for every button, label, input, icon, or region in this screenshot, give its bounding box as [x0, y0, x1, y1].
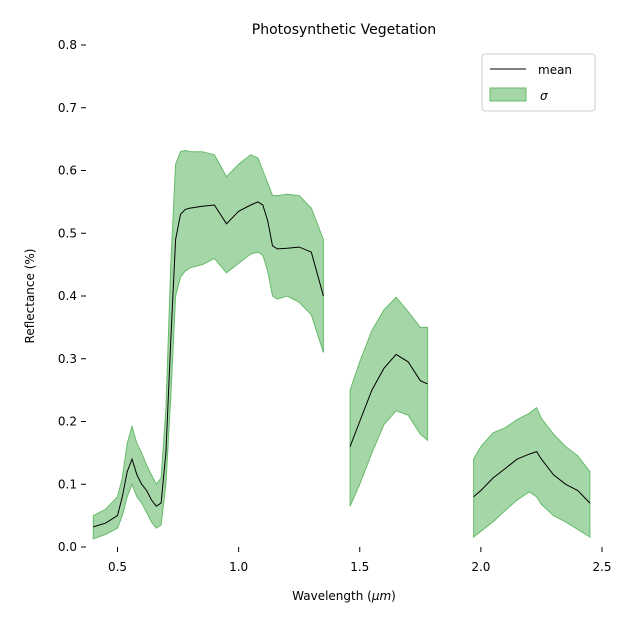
y-tick-label: 0.8 — [58, 38, 77, 52]
y-tick-label: 0.2 — [58, 415, 77, 429]
legend-mean-label: mean — [538, 63, 572, 77]
legend-sigma-swatch — [489, 87, 527, 102]
legend-sigma-label: σ — [540, 89, 548, 103]
sigma-bands — [92, 149, 591, 540]
mean-line-1 — [93, 201, 324, 528]
mean-lines — [93, 201, 591, 528]
y-tick-label: 0.5 — [58, 226, 77, 240]
x-axis-title: Wavelength (μm) — [292, 589, 396, 603]
x-tick-label: 2.5 — [592, 560, 611, 574]
x-tick-label: 0.5 — [108, 560, 127, 574]
sigma-band-1 — [92, 149, 324, 540]
x-tick-label: 1.5 — [350, 560, 369, 574]
y-tick-label: 0.6 — [58, 164, 77, 178]
chart-title: Photosynthetic Vegetation — [252, 22, 436, 38]
mean-line-2 — [349, 353, 428, 447]
y-tick-label: 0.4 — [58, 289, 77, 303]
legend: mean σ — [481, 53, 596, 112]
y-tick-label: 0.1 — [58, 477, 77, 491]
x-tick-label: 2.0 — [471, 560, 490, 574]
sigma-band-2 — [349, 296, 429, 507]
x-tick-label: 1.0 — [229, 560, 248, 574]
y-axis-title: Reflectance (%) — [23, 249, 37, 344]
y-tick-label: 0.0 — [58, 540, 77, 554]
mean-line-3 — [473, 450, 591, 504]
x-axis: 0.5 1.0 1.5 2.0 2.5 — [108, 547, 612, 574]
y-axis: 0.0 0.1 0.2 0.3 0.4 0.5 0.6 0.7 0.8 — [58, 38, 86, 554]
y-tick-label: 0.7 — [58, 101, 77, 115]
sigma-band-3 — [473, 406, 591, 539]
y-tick-label: 0.3 — [58, 352, 77, 366]
